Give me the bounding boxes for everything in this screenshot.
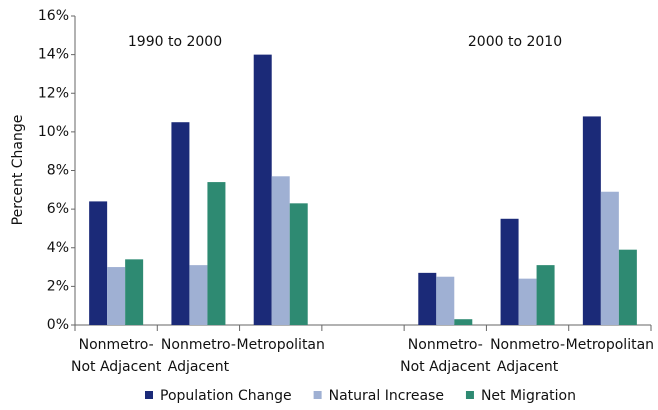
bar [189,265,208,325]
x-tick-label: Metropolitan [237,337,325,353]
x-tick-label-line: Not Adjacent [400,359,491,375]
legend-label: Natural Increase [329,388,444,404]
y-tick-label: 4% [47,240,69,256]
x-tick-label: Metropolitan [566,337,654,353]
bar [536,265,555,325]
y-tick-label: 12% [38,85,69,101]
x-tick-label-line: Not Adjacent [71,359,162,375]
x-tick-label-line: Nonmetro- [161,337,236,353]
y-tick-label: 6% [47,201,69,217]
x-tick-label-line: Adjacent [168,359,230,375]
x-tick-label-line: Metropolitan [237,337,325,353]
bar [418,272,437,325]
annotation: 2000 to 2010 [468,34,562,50]
bar [271,176,290,325]
x-tick-label-line: Nonmetro- [490,337,565,353]
x-tick-label-line: Adjacent [497,359,559,375]
x-tick-label-line: Metropolitan [566,337,654,353]
bar [618,249,637,325]
bar [171,122,190,325]
annotation: 1990 to 2000 [128,34,222,50]
y-axis-label: Percent Change [10,115,26,226]
bar [125,259,144,325]
y-tick-label: 14% [38,47,69,63]
x-tick-label-line: Nonmetro- [79,337,154,353]
bar [289,203,308,325]
legend-swatch [313,391,322,399]
bar [600,191,619,325]
bar [454,319,473,325]
bar [253,54,272,325]
legend-label: Population Change [160,388,292,404]
y-tick-label: 10% [38,124,69,140]
y-tick-label: 8% [47,163,69,179]
bar [436,276,455,325]
legend-swatch [145,391,153,399]
bar [207,182,226,325]
bar [518,278,537,325]
x-tick-label: Nonmetro- Adjacent [490,337,565,375]
y-tick-label: 2% [47,278,69,294]
x-tick-label-line: Nonmetro- [408,337,483,353]
y-tick-label: 0% [47,317,69,333]
bar [89,201,108,325]
x-tick-label: Nonmetro- Not Adjacent [71,337,162,375]
bar [582,116,601,325]
x-tick-label: Nonmetro- Not Adjacent [400,337,491,375]
x-tick-label: Nonmetro- Adjacent [161,337,236,375]
y-tick-label: 16% [38,8,69,24]
legend-swatch [465,391,474,399]
bar [500,218,519,325]
legend-label: Net Migration [481,388,576,404]
bar [107,267,126,325]
